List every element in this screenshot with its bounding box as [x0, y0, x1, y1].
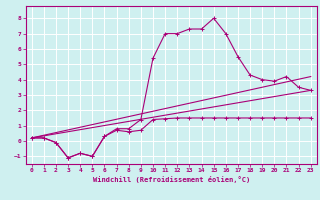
X-axis label: Windchill (Refroidissement éolien,°C): Windchill (Refroidissement éolien,°C) [92, 176, 250, 183]
